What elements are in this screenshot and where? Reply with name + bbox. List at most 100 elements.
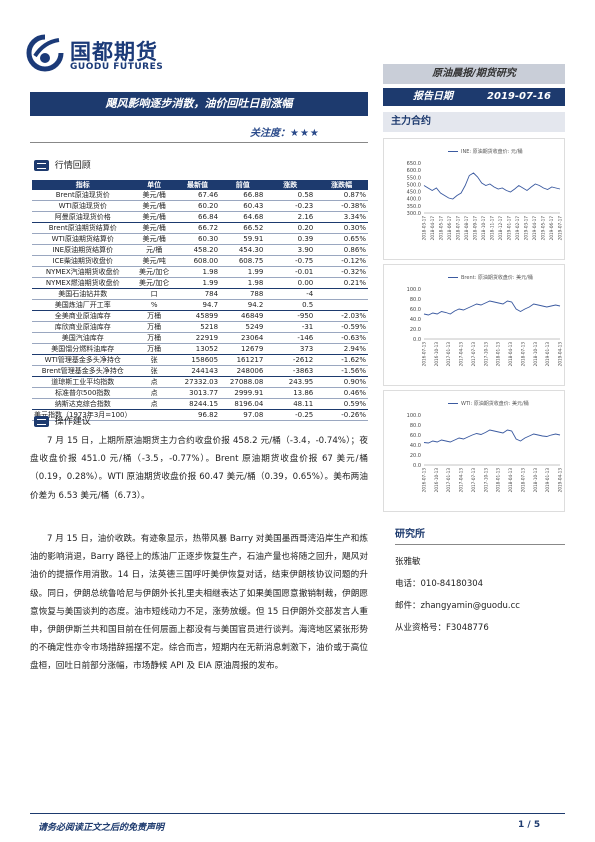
x-tick-label: 2018-04-13 [508, 342, 513, 367]
x-tick-label: 2016-10-13 [434, 342, 439, 367]
table-row: 阿曼原油现货价格 美元/桶 66.84 64.68 2.16 3.34% [32, 211, 368, 224]
table-cell: 45899 [174, 310, 221, 323]
x-tick-label: 2019-02-17 [515, 216, 520, 241]
table-cell: 12679 [220, 343, 266, 356]
section-icon [34, 160, 49, 171]
page-number: 1 / 5 [518, 820, 541, 830]
x-tick-label: 2019-04-13 [558, 468, 563, 493]
table-cell: -3863 [265, 365, 316, 378]
table-row: NYMEX汽油期货收盘价 美元/加仑 1.98 1.99 -0.01 -0.32% [32, 266, 368, 279]
table-cell: 2.94% [315, 343, 368, 356]
table-cell: WTI原油期货结算价 [32, 233, 134, 246]
advice-label: 操作建议 [54, 417, 91, 427]
table-cell: 1.98 [220, 277, 266, 290]
table-cell: -0.01 [265, 266, 316, 279]
chart-legend: WTI: 原油期货收盘价: 美元/桶 [448, 400, 529, 407]
report-title: 飓风影响逐步消散，油价回吐日前涨幅 [30, 92, 368, 116]
table-cell: -0.12% [315, 255, 368, 268]
table-cell: 784 [174, 288, 221, 301]
x-tick-label: 2019-05-17 [541, 216, 546, 241]
table-cell: 美国炼油厂开工率 [32, 299, 134, 312]
table-cell: 66.72 [174, 222, 221, 235]
analyst-license: 从业资格号：F3048776 [395, 623, 489, 633]
table-cell: -2612 [265, 354, 316, 367]
series-line [423, 172, 561, 200]
table-row: 库欣商业原油库存 万桶 5218 5249 -31 -0.59% [32, 321, 368, 334]
x-tick-label: 2018-01-13 [496, 468, 501, 493]
table-cell [315, 288, 368, 301]
legend-text: WTI: 原油期货收盘价: 美元/桶 [461, 401, 529, 407]
table-cell: 美国馏分燃料油库存 [32, 343, 134, 356]
table-cell: 1.99 [220, 266, 266, 279]
y-tick-label: 40.0 [410, 317, 421, 323]
col-header: 单位 [133, 180, 175, 191]
table-cell: 60.30 [174, 233, 221, 246]
x-tick-label: 2019-07-17 [558, 216, 563, 241]
table-cell: 67.46 [174, 190, 221, 202]
chart-brent-crude: Brent: 原油期货收盘价: 美元/桶 100.0 80.0 60.0 40.0 20… [383, 264, 565, 386]
x-tick-label: 2018-08-17 [464, 216, 469, 241]
table-cell: WTI管理基金多头净持仓 [32, 354, 134, 367]
x-tick-label: 2017-07-13 [471, 468, 476, 493]
table-cell: 97.08 [220, 409, 266, 422]
table-cell: NYMEX汽油期货收盘价 [32, 266, 134, 279]
analyst-email[interactable]: 邮件：zhangyamin@guodu.cc [395, 601, 520, 611]
table-cell: -1.62% [315, 354, 368, 367]
table-cell: 248006 [220, 365, 266, 378]
advice-heading: 操作建议 [34, 414, 91, 427]
table-cell: 243.95 [265, 376, 316, 389]
y-tick-label: 40.0 [410, 443, 421, 449]
y-tick-label: 600.0 [407, 168, 421, 174]
x-tick-label: 2018-10-13 [533, 468, 538, 493]
x-tick-label: 2018-01-13 [496, 342, 501, 367]
y-tick-label: 0.0 [413, 463, 421, 469]
table-cell: 5218 [174, 321, 221, 334]
table-cell: 0.46% [315, 387, 368, 400]
x-tick-label: 2019-04-17 [532, 216, 537, 241]
table-cell: -0.59% [315, 321, 368, 334]
col-header: 涨跌幅 [315, 180, 368, 191]
table-cell: 94.7 [174, 299, 221, 312]
table-row: 美国炼油厂开工率% 94.7 94.2 0.5 [32, 299, 368, 312]
footer-divider [30, 813, 565, 814]
y-tick-label: 60.0 [410, 433, 421, 439]
x-tick-label: 2017-01-13 [446, 342, 451, 367]
table-cell: 458.20 [174, 244, 221, 257]
y-tick-label: 350.0 [407, 204, 421, 210]
legend-line-icon [448, 151, 458, 152]
paragraph-analysis: 7 月 15 日，油价收跌。有迹象显示，热带风暴 Barry 对美国墨西哥湾沿岸… [30, 534, 368, 672]
guodu-logo-icon [26, 34, 64, 72]
table-cell: 23064 [220, 332, 266, 345]
table-cell: -950 [265, 310, 316, 323]
table-cell: 纳斯达克综合指数 [32, 398, 134, 411]
table-cell: -4 [265, 288, 316, 301]
table-cell: 张 [133, 354, 175, 367]
col-header: 指标 [32, 180, 134, 191]
table-cell: 美元/桶 [133, 200, 175, 213]
table-cell: -0.38% [315, 200, 368, 213]
table-cell: Brent原油现货价 [32, 190, 134, 202]
col-header: 最新值 [174, 180, 221, 191]
table-cell: 96.82 [174, 409, 221, 422]
x-tick-label: 2018-06-17 [447, 216, 452, 241]
table-cell: -0.25 [265, 409, 316, 422]
table-cell: 60.20 [174, 200, 221, 213]
chart-legend: Brent: 原油期货收盘价: 美元/桶 [448, 274, 533, 281]
table-cell: -0.32% [315, 266, 368, 279]
chart-legend: INE: 原油期货收盘价: 元/桶 [448, 148, 523, 155]
section-icon [34, 416, 49, 427]
table-cell: 3013.77 [174, 387, 221, 400]
attention-rating: 关注度：★★★ [250, 124, 320, 139]
table-cell: 全美商业原油库存 [32, 310, 134, 323]
x-tick-label: 2017-10-13 [483, 342, 488, 367]
table-cell: 373 [265, 343, 316, 356]
table-row: 道琼斯工业平均指数点 27332.03 27088.08 243.95 0.90% [32, 376, 368, 389]
table-cell: 道琼斯工业平均指数 [32, 376, 134, 389]
x-tick-label: 2018-11-17 [490, 216, 495, 241]
table-cell: 1.99 [174, 277, 221, 290]
table-cell: 788 [220, 288, 266, 301]
table-cell: 158605 [174, 354, 221, 367]
x-tick-label: 2018-09-17 [473, 216, 478, 241]
table-cell: 张 [133, 365, 175, 378]
